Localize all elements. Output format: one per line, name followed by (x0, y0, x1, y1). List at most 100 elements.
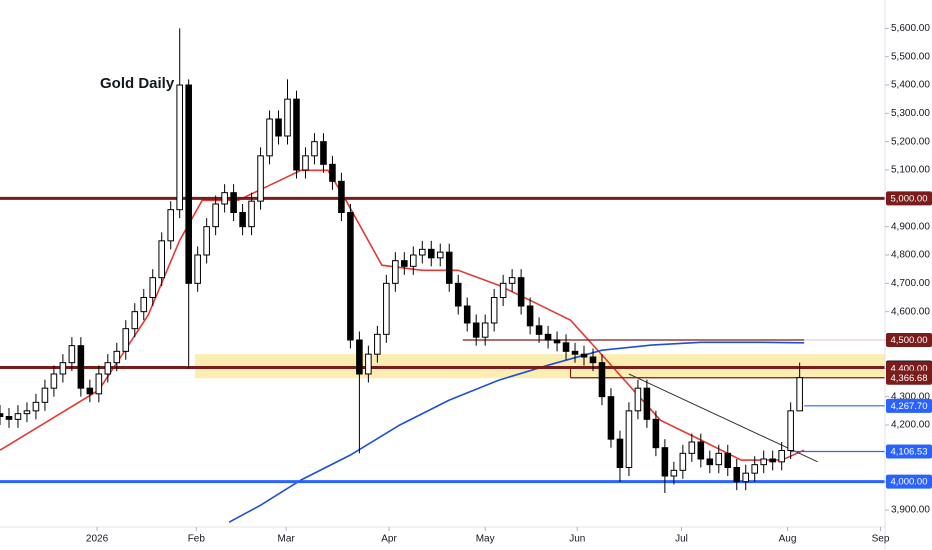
price-tag-label: 4,400.00 (891, 363, 928, 374)
candle-body (158, 240, 166, 279)
candle-body (365, 353, 372, 375)
x-tick-label: Sep (872, 534, 890, 545)
x-tick-label: Feb (188, 534, 206, 545)
price-tag (886, 444, 932, 459)
price-tag-label: 4,366.68 (891, 373, 928, 384)
candle-body (329, 163, 336, 182)
ma-layer (0, 169, 818, 523)
candle-body (248, 200, 255, 228)
y-tick-label: 4,300.00 (891, 391, 930, 402)
candle-body (634, 387, 642, 412)
y-tick-label: 5,500.00 (891, 51, 930, 62)
candle-body (796, 377, 803, 412)
candle-body (607, 396, 615, 440)
candle-body (454, 282, 462, 307)
candles-layer (0, 28, 803, 493)
y-tick-label: 4,200.00 (891, 420, 930, 431)
candle-body (104, 362, 112, 375)
candle-body (401, 260, 408, 267)
y-tick-label: 3,900.00 (891, 505, 930, 516)
candle-body (113, 350, 121, 364)
candle-body (185, 84, 192, 284)
candle-body (661, 447, 669, 477)
candle-body (553, 339, 561, 344)
candle-body (140, 297, 148, 313)
candle-body (472, 322, 480, 338)
candle-body (77, 345, 85, 389)
candle-body (95, 373, 103, 395)
candle-body (562, 342, 570, 352)
x-tick-label: May (476, 534, 495, 545)
candle-body (356, 339, 363, 375)
candle-body (535, 325, 543, 335)
candle-body (436, 251, 444, 259)
price-tag (886, 474, 932, 489)
candle-body (643, 387, 651, 420)
candle-body (212, 203, 219, 228)
candle-body (571, 350, 579, 355)
candle-body (598, 362, 606, 398)
candle-body (230, 192, 237, 214)
candle-body (517, 277, 525, 307)
candle-body (688, 441, 696, 454)
candle-body (0, 413, 4, 417)
y-tick-label: 5,200.00 (891, 136, 930, 147)
candle-body (32, 401, 40, 412)
y-tick-label: 5,400.00 (891, 80, 930, 91)
candle-body (176, 84, 183, 211)
candle-body (751, 464, 759, 474)
levels-layer (0, 196, 885, 484)
x-tick-label: Jul (675, 534, 688, 545)
candle-body (311, 141, 318, 157)
candle-body (697, 441, 705, 460)
candle-body (580, 353, 588, 358)
chart-title: Gold Daily (100, 75, 175, 92)
candle-body (131, 311, 139, 330)
candle-body (50, 373, 58, 389)
price-tag (886, 370, 932, 385)
candle-body (293, 98, 300, 171)
candle-body (23, 410, 31, 415)
y-tick-label: 5,600.00 (891, 23, 930, 34)
candle-body (616, 438, 624, 468)
candle-body (194, 254, 201, 284)
price-tag (886, 398, 932, 413)
y-tick-label: 4,700.00 (891, 278, 930, 289)
candle-body (733, 467, 741, 483)
price-tag-label: 5,000.00 (891, 193, 928, 204)
price-tag-label: 4,106.53 (891, 446, 928, 457)
x-tick-label: Apr (381, 534, 397, 545)
candle-body (490, 297, 498, 324)
candle-body (481, 322, 489, 338)
candle-body (374, 333, 381, 355)
candle-body (257, 155, 264, 202)
candle-body (68, 345, 76, 364)
candle-body (221, 192, 228, 205)
price-tag (886, 333, 932, 347)
candle-body (338, 180, 345, 213)
x-tick-label: 2026 (86, 534, 109, 545)
candle-body (499, 282, 507, 299)
moving-average (0, 169, 805, 461)
y-tick-label: 4,600.00 (891, 306, 930, 317)
candle-body (266, 118, 273, 157)
x-tick-label: Jun (569, 534, 585, 545)
candle-body (769, 458, 776, 463)
candle-body (14, 413, 22, 420)
candle-body (715, 452, 723, 466)
candle-body (392, 260, 399, 284)
candle-body (410, 254, 417, 267)
candle-body (706, 458, 714, 466)
candle-body (149, 277, 157, 298)
candle-body (302, 155, 309, 171)
candle-body (167, 209, 174, 242)
price-tag-label: 4,000.00 (891, 477, 928, 488)
candle-body (670, 469, 678, 477)
candle-body (239, 212, 246, 228)
candle-body (544, 333, 552, 341)
candle-body (5, 416, 13, 420)
candle-body (383, 282, 390, 335)
candle-body (679, 452, 687, 471)
price-tag (886, 191, 932, 206)
